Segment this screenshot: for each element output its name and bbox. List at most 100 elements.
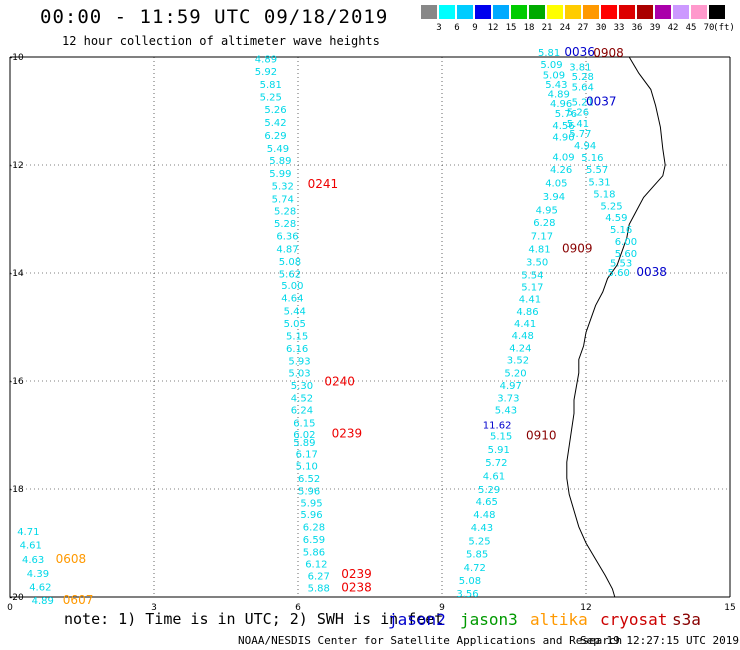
wave-height-value: 3.94 xyxy=(543,192,565,203)
wave-height-value: 5.08 xyxy=(459,576,481,587)
wave-height-value: 5.93 xyxy=(288,356,310,367)
wave-height-value: 4.87 xyxy=(276,245,298,256)
scale-label: 42 xyxy=(667,23,679,33)
pass-time-label: 0238 xyxy=(341,581,372,595)
pass-time-label: 0909 xyxy=(562,242,593,256)
y-tick-label: -14 xyxy=(9,269,24,279)
wave-height-value: 5.31 xyxy=(588,178,610,189)
y-tick-label: -10 xyxy=(9,53,24,63)
wave-height-value: 5.08 xyxy=(279,257,301,268)
wave-height-value: 6.15 xyxy=(293,418,315,429)
wave-height-value: 5.32 xyxy=(272,181,294,192)
scale-swatch xyxy=(637,5,653,19)
wave-height-value: 4.94 xyxy=(574,141,596,152)
wave-height-value: 6.00 xyxy=(615,237,637,248)
wave-height-value: 4.61 xyxy=(483,471,505,482)
scale-label: 30 xyxy=(595,23,607,33)
timestamp: Sep 19 12:27:15 UTC 2019 xyxy=(580,634,739,647)
wave-height-value: 4.43 xyxy=(471,523,493,534)
wave-height-value: 5.29 xyxy=(478,485,500,496)
wave-height-value: 4.95 xyxy=(536,206,558,217)
pass-time-label: 0908 xyxy=(593,46,624,60)
wave-height-value: 5.30 xyxy=(291,381,313,392)
scale-swatch xyxy=(709,5,725,19)
wave-height-labels: 4.895.925.815.255.265.426.295.495.895.99… xyxy=(17,45,667,607)
wave-height-value: 4.41 xyxy=(519,295,541,306)
scale-swatch xyxy=(529,5,545,19)
scale-label: 33 xyxy=(613,23,625,33)
wave-height-value: 4.86 xyxy=(516,307,538,318)
wave-height-value: 5.57 xyxy=(586,165,608,176)
wave-height-value: 3.52 xyxy=(507,356,529,367)
wave-height-value: 3.73 xyxy=(497,394,519,405)
wave-height-value: 5.89 xyxy=(293,438,315,449)
wave-height-value: 5.54 xyxy=(521,270,543,281)
wave-height-value: 4.96 xyxy=(550,99,572,110)
wave-height-value: 5.00 xyxy=(281,281,303,292)
wave-height-value: 5.28 xyxy=(572,72,594,83)
scale-swatch xyxy=(457,5,473,19)
legend-s3a: s3a xyxy=(672,610,701,629)
x-tick-label: 3 xyxy=(151,603,157,613)
wave-height-value: 4.48 xyxy=(512,331,534,342)
wave-height-value: 5.64 xyxy=(572,83,594,94)
wave-height-value: 5.81 xyxy=(538,48,560,59)
wave-height-value: 5.60 xyxy=(608,268,630,279)
scale-label: 18 xyxy=(523,23,535,33)
wave-height-value: 4.56 xyxy=(552,121,574,132)
wave-height-value: 5.43 xyxy=(495,405,517,416)
wave-height-value: 4.90 xyxy=(552,133,574,144)
scale-swatch xyxy=(601,5,617,19)
x-tick-label: 9 xyxy=(439,603,445,613)
wave-height-value: 4.89 xyxy=(255,54,277,65)
wave-height-value: 7.17 xyxy=(531,232,553,243)
x-tick-label: 0 xyxy=(7,603,13,613)
scale-label: 24 xyxy=(559,23,571,33)
wave-height-value: 6.16 xyxy=(286,344,308,355)
scale-label: 12 xyxy=(487,23,499,33)
scale-unit: (ft) xyxy=(713,23,735,33)
wave-height-value: 5.96 xyxy=(300,510,322,521)
page-title: 00:00 - 11:59 UTC 09/18/2019 xyxy=(40,6,389,28)
scale-swatch xyxy=(565,5,581,19)
x-tick-label: 12 xyxy=(580,603,591,613)
wave-height-value: 5.26 xyxy=(264,105,286,116)
y-tick-label: -16 xyxy=(9,377,24,387)
legend-altika: altika xyxy=(530,610,588,629)
scale-swatch xyxy=(655,5,671,19)
wave-height-value: 6.24 xyxy=(291,405,313,416)
wave-height-value: 5.09 xyxy=(540,60,562,71)
grid-lines xyxy=(9,56,731,598)
scale-label: 39 xyxy=(649,23,661,33)
scale-swatch xyxy=(547,5,563,19)
wave-height-value: 4.71 xyxy=(17,527,39,538)
pass-time-label: 0607 xyxy=(63,593,94,607)
wave-height-value: 6.12 xyxy=(305,559,327,570)
wave-height-value: 5.99 xyxy=(269,169,291,180)
wave-height-value: 5.16 xyxy=(581,153,603,164)
scale-swatch xyxy=(421,5,437,19)
scale-swatch xyxy=(511,5,527,19)
wave-height-value: 5.53 xyxy=(610,259,632,270)
wave-height-value: 5.03 xyxy=(288,369,310,380)
wave-height-value: 4.81 xyxy=(528,245,550,256)
pass-time-label: 0910 xyxy=(526,428,557,442)
wave-height-value: 5.25 xyxy=(260,93,282,104)
wave-height-value: 5.92 xyxy=(255,67,277,78)
wave-height-value: 4.05 xyxy=(545,179,567,190)
wave-height-value: 5.88 xyxy=(308,584,330,595)
wave-height-value: 4.61 xyxy=(20,540,42,551)
legend-jason2: jason2 xyxy=(388,610,446,629)
wave-height-value: 4.59 xyxy=(605,213,627,224)
wave-height-value: 5.60 xyxy=(615,249,637,260)
wave-height-value: 5.81 xyxy=(260,80,282,91)
wave-height-value: 5.49 xyxy=(267,144,289,155)
pass-time-label: 0036 xyxy=(564,45,595,59)
scale-swatch xyxy=(673,5,689,19)
coastline xyxy=(566,56,666,598)
wave-height-value: 6.52 xyxy=(298,474,320,485)
wave-height-value: 5.95 xyxy=(300,498,322,509)
wave-height-value: 5.28 xyxy=(274,207,296,218)
scale-label: 9 xyxy=(472,23,478,33)
